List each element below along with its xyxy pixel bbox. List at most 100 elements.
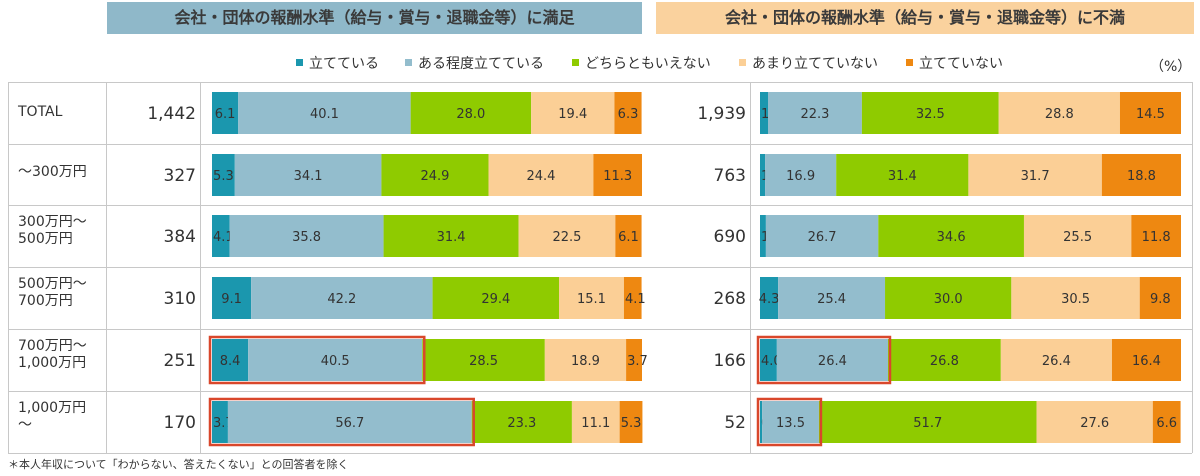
data-label: 15.1 — [577, 292, 606, 307]
unit-label: （%） — [1150, 59, 1192, 75]
data-label: 4.3 — [759, 292, 780, 307]
legend-label: 立てていない — [919, 56, 1003, 72]
bar-segment — [248, 339, 423, 381]
bar-segment — [767, 92, 862, 134]
bar-segment — [1011, 277, 1140, 319]
sample-count: 251 — [164, 351, 196, 371]
highlight-box — [756, 335, 892, 385]
data-label: 24.4 — [526, 169, 555, 184]
data-label: 29.4 — [481, 292, 510, 307]
data-label: 8.4 — [220, 354, 241, 369]
bar-segment — [518, 215, 616, 257]
bar-segment — [559, 277, 624, 319]
bar-segment — [615, 215, 642, 257]
bar-segment — [383, 215, 519, 257]
data-label: 6.1 — [618, 230, 639, 245]
row-label-under300: ～300万円 — [18, 164, 87, 180]
highlight-box — [756, 397, 823, 447]
bar-segment — [762, 401, 819, 443]
data-label: 3.7 — [627, 354, 648, 369]
data-label: 11.8 — [1142, 230, 1171, 245]
data-label: 18.9 — [571, 354, 600, 369]
data-label: 26.4 — [818, 354, 847, 369]
legend-swatch — [296, 58, 303, 66]
sample-count: 384 — [164, 227, 196, 247]
bar-segment — [1000, 339, 1112, 381]
bar-segment — [760, 339, 777, 381]
data-label: 40.1 — [310, 107, 339, 122]
data-label: 42.2 — [327, 292, 356, 307]
bar-segment — [1101, 154, 1181, 196]
data-label: 30.5 — [1061, 292, 1090, 307]
data-label: 24.9 — [420, 169, 449, 184]
data-label: 14.5 — [1136, 107, 1165, 122]
data-label: 19.4 — [558, 107, 587, 122]
legend-label: ある程度立てている — [418, 56, 544, 72]
legend-item: 立てている — [296, 53, 379, 73]
data-label: 23.3 — [507, 416, 536, 431]
data-label: 35.8 — [292, 230, 321, 245]
data-label: 25.5 — [1063, 230, 1092, 245]
sample-count: 170 — [164, 413, 196, 433]
data-label: 28.8 — [1045, 107, 1074, 122]
bar-segment — [1139, 277, 1181, 319]
data-label: 16.9 — [786, 169, 815, 184]
data-label: 4.1 — [213, 230, 234, 245]
bar-segment — [760, 215, 766, 257]
bar-segment — [238, 92, 411, 134]
data-label: 22.5 — [552, 230, 581, 245]
data-label: 4.1 — [625, 292, 646, 307]
bar-segment — [1023, 215, 1132, 257]
bar-segment — [571, 401, 620, 443]
sample-count: 327 — [164, 166, 196, 186]
data-label: 30.0 — [934, 292, 963, 307]
data-label: 18.8 — [1127, 169, 1156, 184]
row-label-300-500: 300万円～500万円 — [18, 214, 87, 247]
legend-swatch — [906, 58, 913, 66]
bar-segment — [760, 401, 763, 443]
bar-segment — [614, 92, 642, 134]
bar-segment — [776, 339, 888, 381]
data-label: 25.4 — [817, 292, 846, 307]
bar-segment — [212, 339, 249, 381]
sample-count: 268 — [714, 289, 746, 309]
bar-segment — [887, 339, 1001, 381]
data-label: 34.6 — [937, 230, 966, 245]
header-dissatisfied: 会社・団体の報酬水準（給与・賞与・退職金等）に不満 — [656, 2, 1194, 34]
bar-segment — [381, 154, 489, 196]
data-label: 27.6 — [1080, 416, 1109, 431]
bar-segment — [765, 154, 837, 196]
data-label: 16.4 — [1132, 354, 1161, 369]
bar-segment — [818, 401, 1037, 443]
row-label-total: TOTAL — [18, 104, 63, 120]
bar-segment — [251, 277, 433, 319]
bar-segment — [422, 339, 545, 381]
legend-label: どちらともいえない — [585, 56, 711, 72]
bar-segment — [531, 92, 615, 134]
row-label-700-1000: 700万円～1,000万円 — [18, 338, 87, 371]
sample-count: 52 — [724, 413, 746, 433]
data-label: 9.8 — [1150, 292, 1171, 307]
data-label: 22.3 — [800, 107, 829, 122]
bar-segment — [432, 277, 560, 319]
data-label: 26.7 — [808, 230, 837, 245]
data-label: 4.0 — [761, 354, 782, 369]
sample-count: 763 — [714, 166, 746, 186]
bar-segment — [544, 339, 627, 381]
legend-swatch — [405, 58, 412, 66]
header-satisfied: 会社・団体の報酬水準（給与・賞与・退職金等）に満足 — [107, 2, 642, 34]
legend-item: あまり立てていない — [739, 53, 878, 73]
legend-swatch — [572, 58, 579, 66]
bar-segment — [885, 277, 1012, 319]
bar-segment — [760, 277, 779, 319]
bar-segment — [760, 154, 766, 196]
bar-segment — [212, 277, 252, 319]
data-label: 11.1 — [581, 416, 610, 431]
bar-segment — [229, 215, 384, 257]
legend-item: どちらともいえない — [572, 53, 711, 73]
sample-count: 690 — [714, 227, 746, 247]
legend-swatch — [739, 58, 746, 66]
bar-segment — [1119, 92, 1181, 134]
bar-segment — [234, 154, 382, 196]
